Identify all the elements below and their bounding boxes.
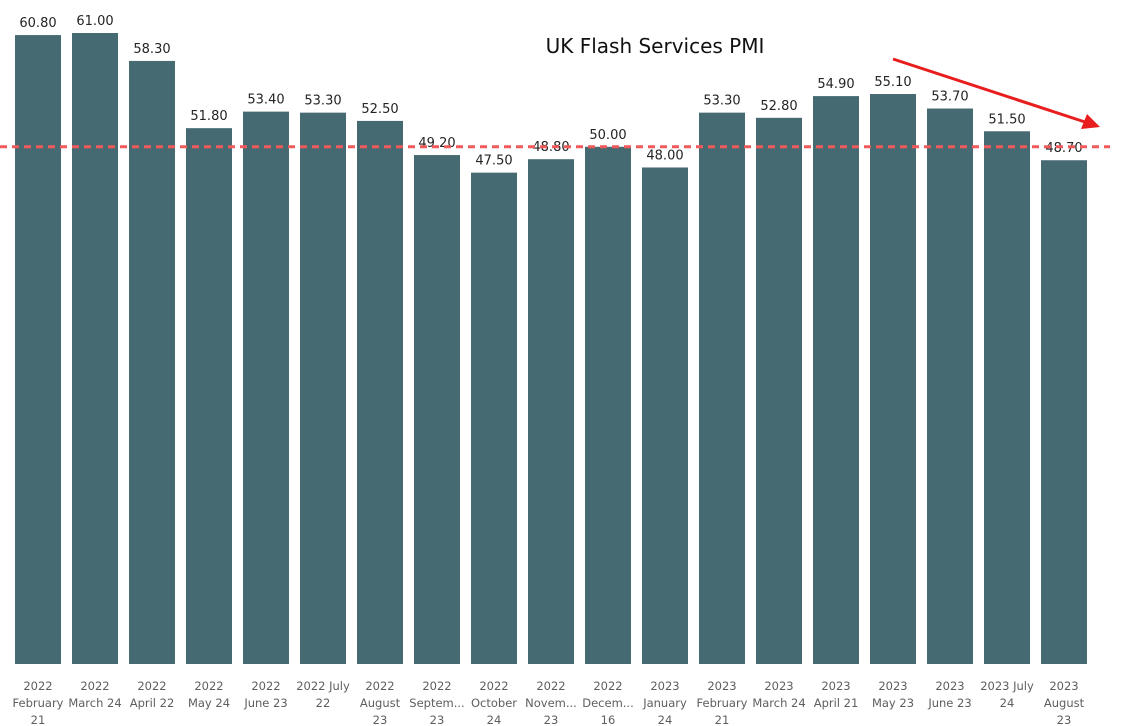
bar-16[interactable] bbox=[927, 108, 973, 664]
data-label-15: 55.10 bbox=[874, 75, 911, 90]
bar-13[interactable] bbox=[756, 117, 802, 665]
data-label-8: 47.50 bbox=[475, 154, 512, 169]
bar-18[interactable] bbox=[1041, 160, 1087, 664]
data-label-17: 51.50 bbox=[988, 112, 1025, 127]
x-tick-label-10: 2022 Decem... 16 bbox=[582, 679, 634, 726]
data-label-9: 48.80 bbox=[532, 140, 569, 155]
bar-15[interactable] bbox=[870, 94, 916, 665]
chart-title: UK Flash Services PMI bbox=[546, 34, 765, 58]
x-tick-label-5: 2022 July 22 bbox=[296, 679, 350, 710]
bar-0[interactable] bbox=[15, 35, 61, 665]
trend-arrow-line bbox=[892, 57, 1086, 124]
annotation-overlay bbox=[0, 57, 1110, 149]
x-tick-label-9: 2022 Novem... 23 bbox=[525, 679, 577, 726]
data-label-14: 54.90 bbox=[817, 77, 854, 92]
data-label-6: 52.50 bbox=[361, 102, 398, 117]
x-tick-label-15: 2023 May 23 bbox=[872, 679, 914, 710]
bar-8[interactable] bbox=[471, 172, 517, 665]
bar-1[interactable] bbox=[72, 33, 118, 664]
x-tick-label-1: 2022 March 24 bbox=[68, 679, 121, 710]
bar-2[interactable] bbox=[129, 60, 175, 665]
x-tick-label-18: 2023 August 23 bbox=[1044, 679, 1085, 726]
data-label-0: 60.80 bbox=[19, 16, 56, 31]
trend-arrow-head bbox=[1081, 114, 1100, 129]
data-label-2: 58.30 bbox=[133, 42, 170, 57]
bar-14[interactable] bbox=[813, 96, 859, 665]
x-tick-label-6: 2022 August 23 bbox=[360, 679, 401, 726]
x-tick-label-3: 2022 May 24 bbox=[188, 679, 230, 710]
bar-11[interactable] bbox=[642, 167, 688, 664]
data-label-10: 50.00 bbox=[589, 128, 626, 143]
data-label-1: 61.00 bbox=[76, 14, 113, 29]
bar-5[interactable] bbox=[300, 112, 346, 664]
x-tick-label-14: 2023 April 21 bbox=[814, 679, 859, 710]
bar-10[interactable] bbox=[585, 146, 631, 665]
x-tick-label-17: 2023 July 24 bbox=[980, 679, 1034, 710]
data-label-16: 53.70 bbox=[931, 90, 968, 105]
bar-4[interactable] bbox=[243, 111, 289, 664]
data-label-4: 53.40 bbox=[247, 93, 284, 108]
x-tick-label-0: 2022 February 21 bbox=[13, 679, 64, 726]
x-tick-label-2: 2022 April 22 bbox=[130, 679, 175, 710]
bar-7[interactable] bbox=[414, 155, 460, 664]
data-label-5: 53.30 bbox=[304, 94, 341, 109]
x-tick-label-7: 2022 Septem... 23 bbox=[409, 679, 464, 726]
bar-3[interactable] bbox=[186, 128, 232, 664]
data-label-13: 52.80 bbox=[760, 99, 797, 114]
data-label-18: 48.70 bbox=[1045, 141, 1082, 156]
bars-group: 60.80 61.00 58.30 51.80 53.40 53.30 52.50 49.20… bbox=[15, 14, 1087, 665]
x-tick-label-8: 2022 October 24 bbox=[471, 679, 517, 726]
x-tick-label-13: 2023 March 24 bbox=[752, 679, 805, 710]
bar-17[interactable] bbox=[984, 131, 1030, 664]
data-label-12: 53.30 bbox=[703, 94, 740, 109]
bar-6[interactable] bbox=[357, 120, 403, 665]
x-tick-label-16: 2023 June 23 bbox=[927, 679, 971, 710]
data-label-7: 49.20 bbox=[418, 136, 455, 151]
x-tick-label-12: 2023 February 21 bbox=[697, 679, 748, 726]
data-label-3: 51.80 bbox=[190, 109, 227, 124]
bar-9[interactable] bbox=[528, 159, 574, 664]
x-tick-label-11: 2023 January 24 bbox=[642, 679, 687, 726]
x-tick-label-4: 2022 June 23 bbox=[243, 679, 287, 710]
data-label-11: 48.00 bbox=[646, 148, 683, 163]
bar-12[interactable] bbox=[699, 112, 745, 664]
